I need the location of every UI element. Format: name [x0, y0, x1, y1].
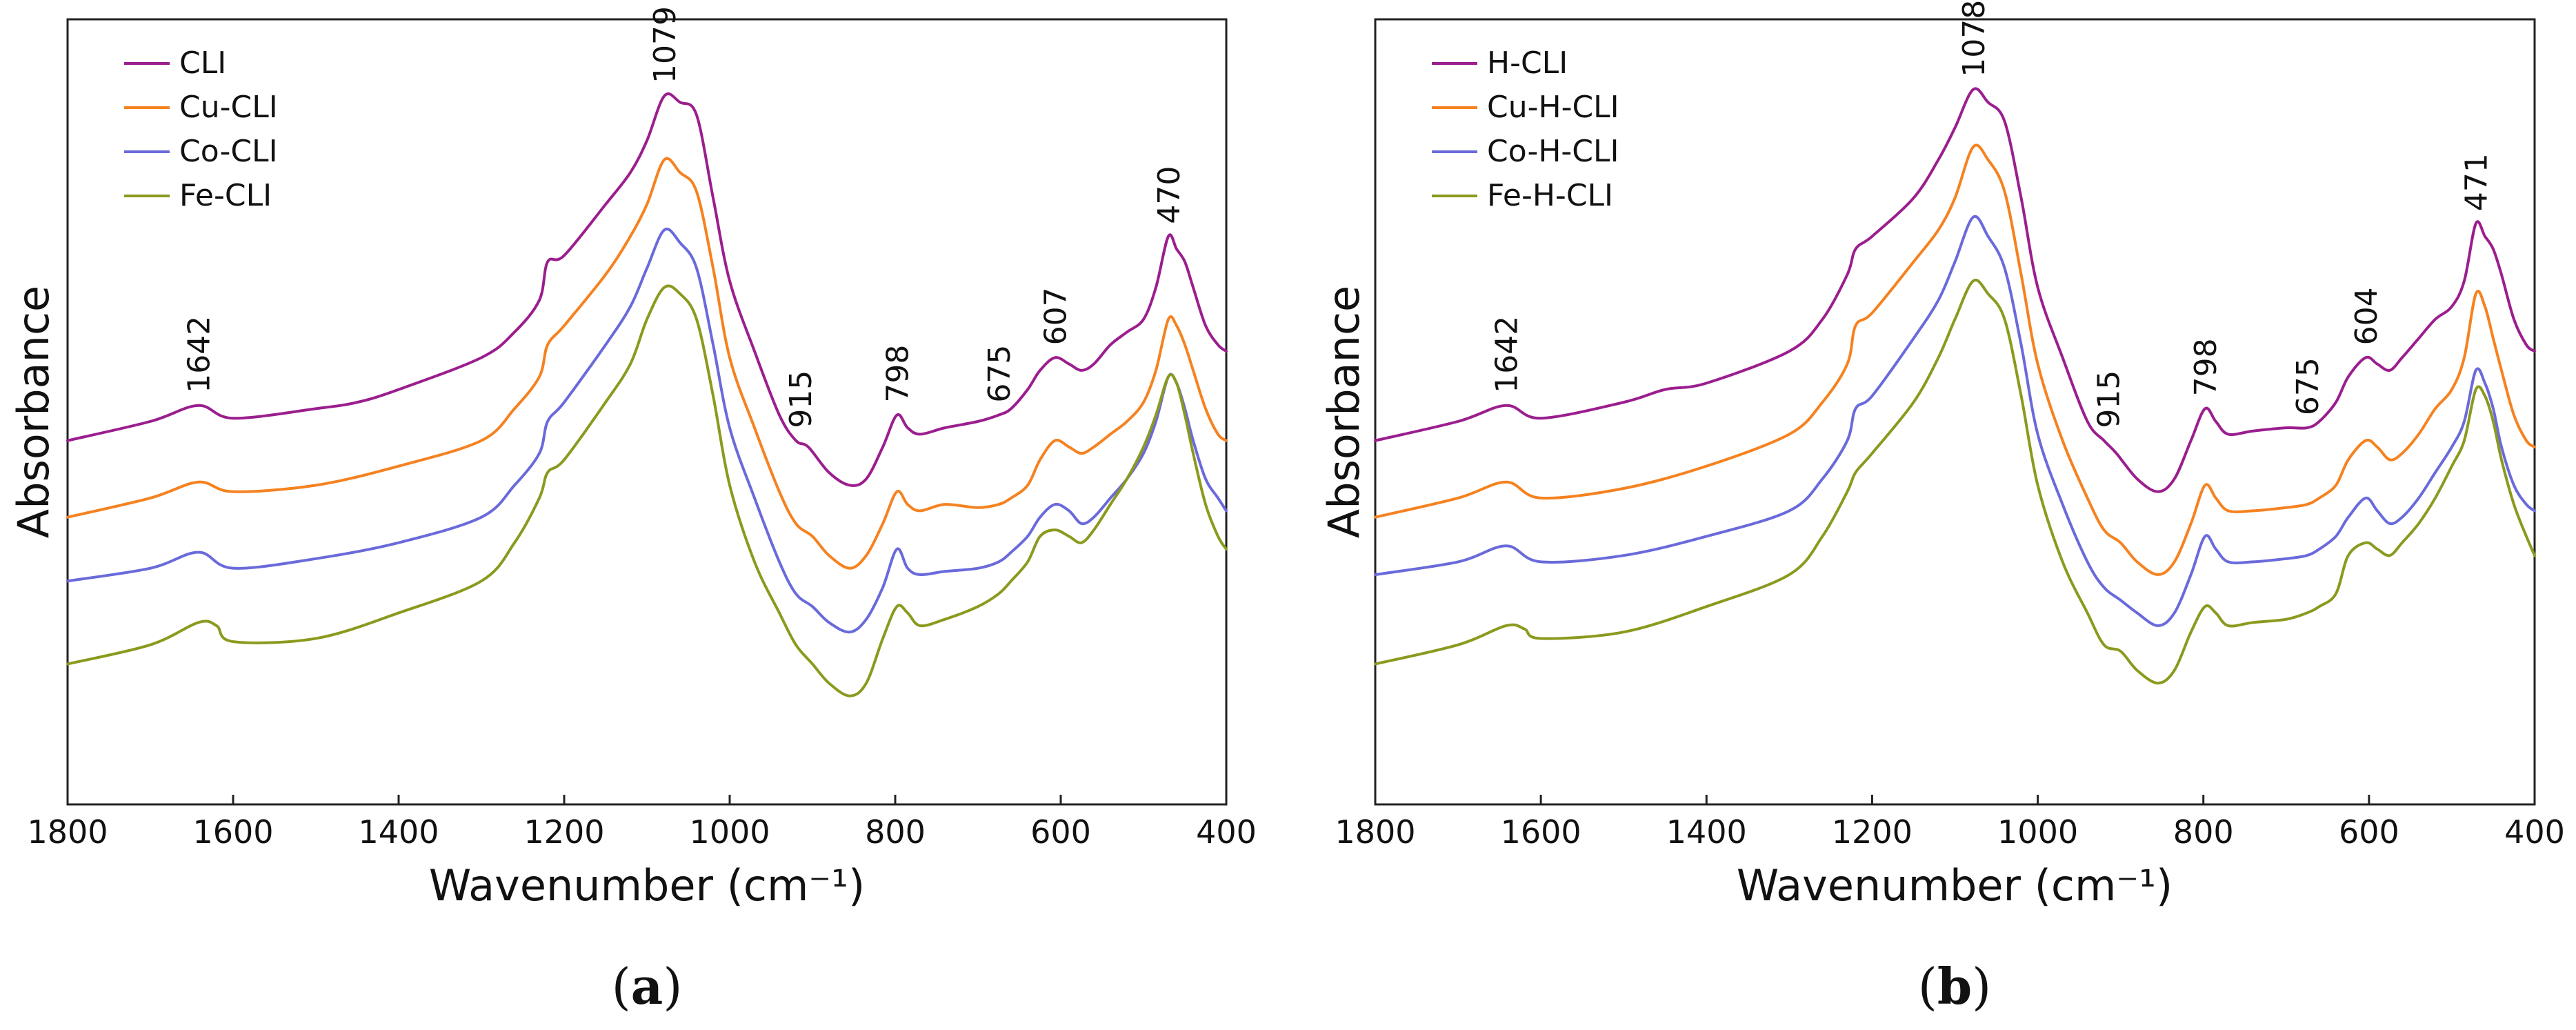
peak-label-1642: 1642	[182, 316, 217, 393]
series-line-h-cli	[1374, 87, 2536, 493]
peak-label-798: 798	[2188, 338, 2224, 396]
x-tick-label-1600: 1600	[192, 813, 273, 851]
peak-label-471: 471	[2459, 153, 2495, 211]
x-tick-label-1200: 1200	[523, 813, 604, 851]
series-line-fe-h-cli	[1374, 278, 2536, 685]
panel-label-a: (a)	[612, 957, 683, 1016]
plot-frame-b	[1374, 18, 2536, 806]
x-tick-label-1800: 1800	[27, 813, 108, 851]
legend-label-cli: CLI	[179, 46, 226, 81]
x-tick-label-800: 800	[865, 813, 926, 851]
series-line-cu-h-cli	[1374, 143, 2536, 576]
series-lines-b	[1374, 87, 2536, 685]
plot-frame-a	[66, 18, 1228, 806]
x-tick-label-400: 400	[1196, 813, 1257, 851]
peak-annotations-a: 1642 1079 915 798 675 607 470	[182, 6, 1187, 428]
x-ticks-b: 1800 1600 1400 1200 1000 800 600 400	[1335, 795, 2565, 851]
x-tick-label-1000: 1000	[689, 813, 770, 851]
legend-label-co-h-cli: Co-H-CLI	[1487, 134, 1619, 169]
x-tick-label-1400: 1400	[358, 813, 439, 851]
x-tick-label-800: 800	[2173, 813, 2234, 851]
peak-annotations-b: 1642 1078 915 798 675 604 471	[1490, 0, 2495, 428]
x-tick-label-1600: 1600	[1501, 813, 1581, 851]
x-axis-label-a: Wavenumber (cm⁻¹)	[429, 860, 865, 911]
x-tick-label-1800: 1800	[1335, 813, 1415, 851]
peak-label-1078: 1078	[1957, 0, 1992, 77]
peak-label-604: 604	[2349, 287, 2384, 345]
legend-label-cu-cli: Cu-CLI	[179, 90, 278, 125]
x-tick-label-1200: 1200	[1832, 813, 1913, 851]
legend-b: H-CLI Cu-H-CLI Co-H-CLI Fe-H-CLI	[1432, 46, 1619, 213]
legend-label-co-cli: Co-CLI	[179, 134, 278, 169]
series-line-fe-cli	[66, 284, 1228, 697]
legend-label-fe-h-cli: Fe-H-CLI	[1487, 178, 1613, 213]
series-line-cli	[66, 92, 1228, 487]
peak-label-675: 675	[2290, 357, 2326, 415]
peak-label-1642: 1642	[1490, 316, 1525, 393]
peak-label-470: 470	[1152, 166, 1187, 224]
legend-label-cu-h-cli: Cu-H-CLI	[1487, 90, 1619, 125]
x-tick-label-600: 600	[2339, 813, 2399, 851]
x-ticks-a: 1800 1600 1400 1200 1000 800 600 400	[27, 795, 1257, 851]
series-line-cu-cli	[66, 157, 1228, 570]
peak-label-675: 675	[982, 345, 1017, 403]
legend-a: CLI Cu-CLI Co-CLI Fe-CLI	[124, 46, 278, 213]
peak-label-915: 915	[783, 370, 819, 428]
x-tick-label-1000: 1000	[1997, 813, 2078, 851]
legend-label-h-cli: H-CLI	[1487, 46, 1568, 81]
peak-label-798: 798	[880, 345, 915, 403]
panel-b: 1800 1600 1400 1200 1000 800 600 400 1642 1078 91…	[1319, 0, 2565, 1016]
peak-label-1079: 1079	[648, 6, 683, 83]
panel-label-b: (b)	[1918, 957, 1992, 1016]
legend-label-fe-cli: Fe-CLI	[179, 178, 272, 213]
peak-label-607: 607	[1039, 287, 1074, 345]
x-tick-label-400: 400	[2504, 813, 2565, 851]
panel-a: 1800 1600 1400 1200 1000 800 600 400 1642 1079 91…	[8, 6, 1257, 1016]
y-axis-label-a: Absorbance	[8, 286, 59, 538]
series-lines-a	[66, 92, 1228, 697]
peak-label-915: 915	[2092, 370, 2127, 428]
x-tick-label-600: 600	[1030, 813, 1091, 851]
y-axis-label-b: Absorbance	[1319, 286, 1369, 538]
x-axis-label-b: Wavenumber (cm⁻¹)	[1737, 860, 2173, 911]
series-line-co-h-cli	[1374, 215, 2536, 627]
x-tick-label-1400: 1400	[1666, 813, 1747, 851]
